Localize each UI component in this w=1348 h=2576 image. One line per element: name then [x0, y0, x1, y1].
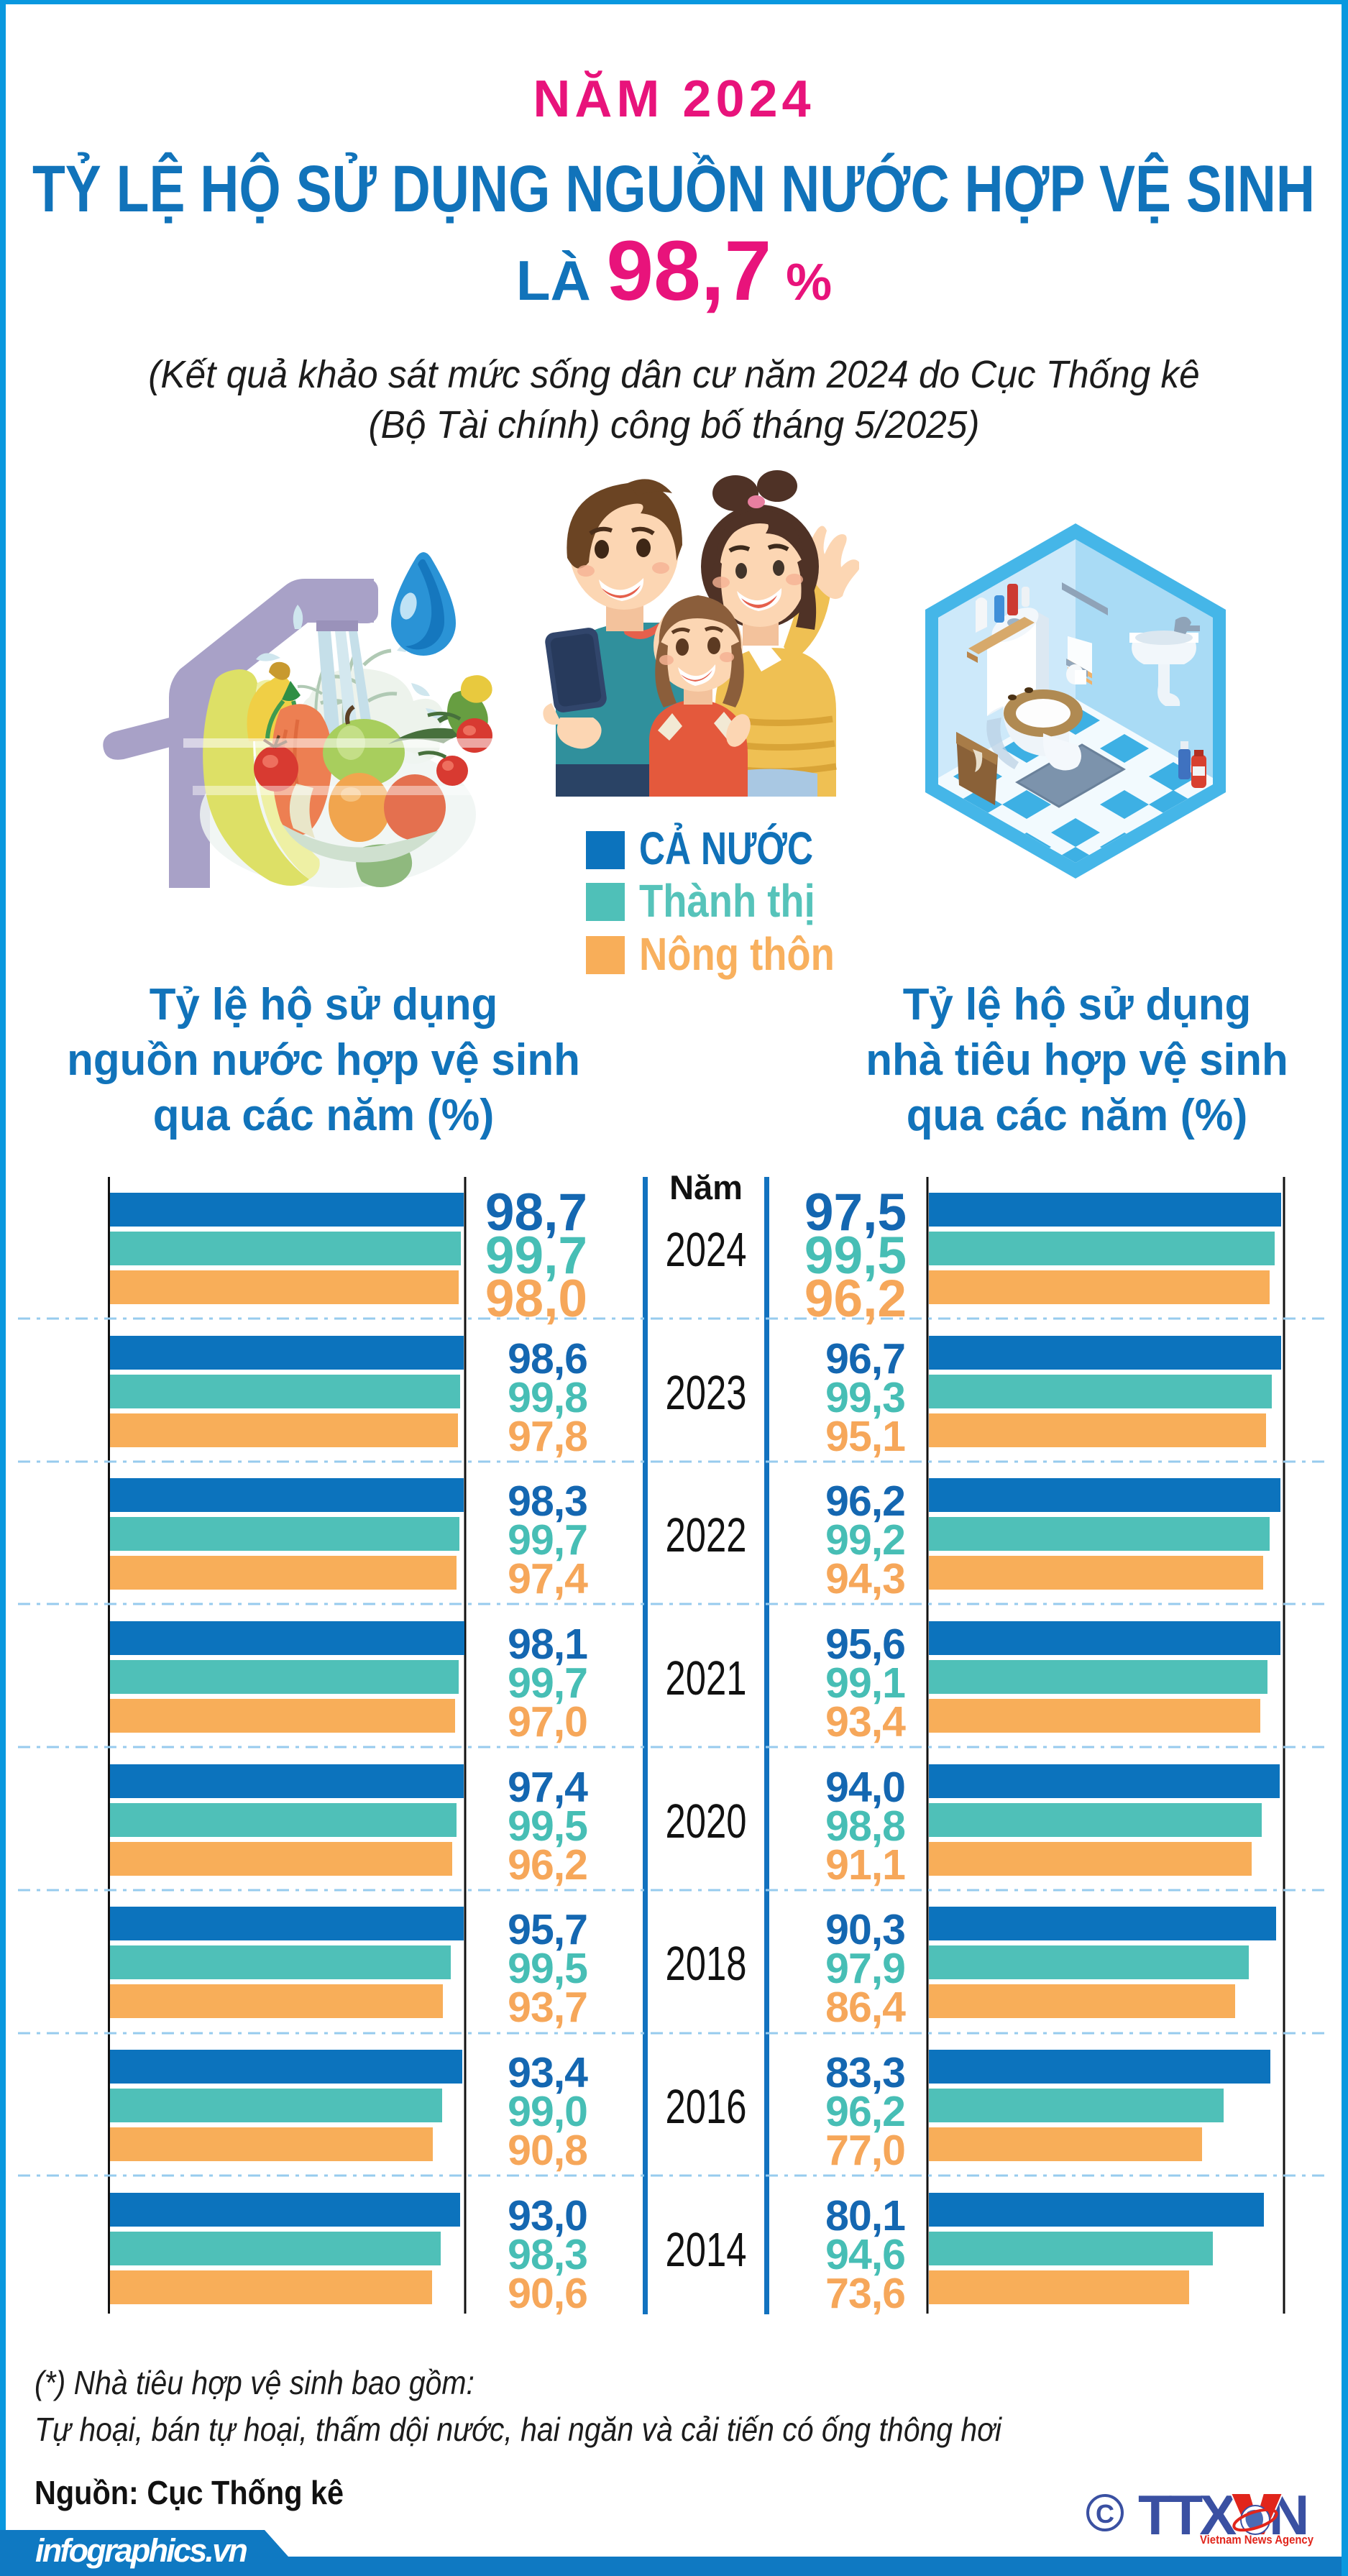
- svg-text:TTX: TTX: [1138, 2484, 1237, 2547]
- svg-text:C: C: [1096, 2499, 1114, 2529]
- svg-text:Vietnam News Agency: Vietnam News Agency: [1200, 2533, 1313, 2547]
